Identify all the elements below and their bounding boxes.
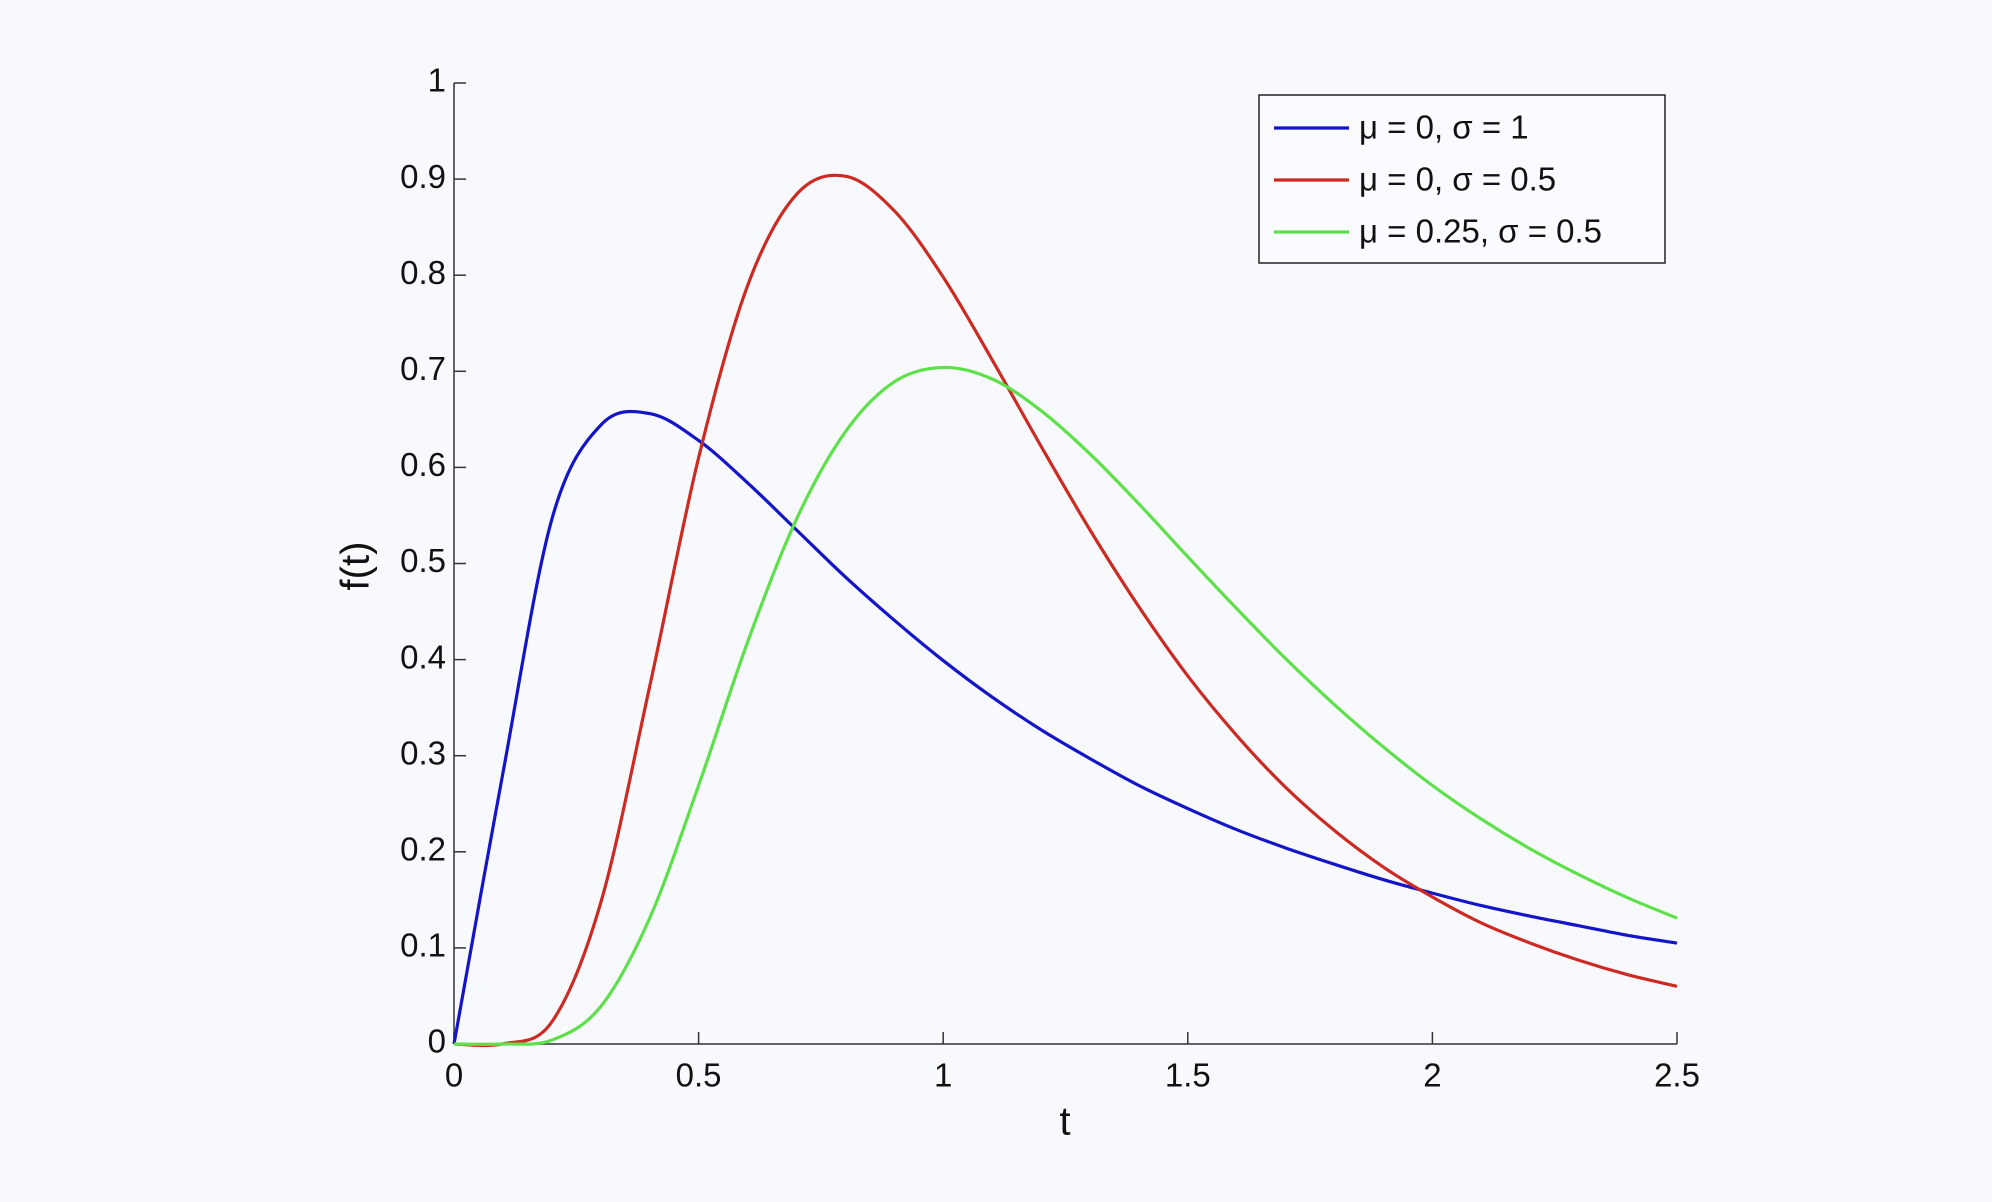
- y-tick-label: 0.8: [400, 254, 446, 291]
- legend-label: μ = 0, σ = 0.5: [1359, 161, 1556, 198]
- y-axis-label: f(t): [334, 542, 378, 591]
- x-axis-label: t: [1059, 1100, 1070, 1144]
- y-tick-label: 0.9: [400, 158, 446, 195]
- series-line: [453, 173, 1678, 1048]
- y-tick-label: 0.5: [400, 542, 446, 579]
- y-tick-label: 0.2: [400, 831, 446, 868]
- x-tick-label: 1.5: [1165, 1057, 1211, 1094]
- x-tick-label: 2: [1423, 1057, 1441, 1094]
- y-tick-label: 0.3: [400, 734, 446, 771]
- y-tick-label: 0.1: [400, 927, 446, 964]
- y-tick-label: 0: [428, 1023, 446, 1060]
- legend-label: μ = 0, σ = 1: [1359, 109, 1529, 146]
- y-tick-label: 0.6: [400, 446, 446, 483]
- y-tick-label: 0.7: [400, 350, 446, 387]
- y-tick-label: 1: [428, 62, 446, 99]
- y-tick-label: 0.4: [400, 638, 446, 675]
- x-tick-label: 0.5: [676, 1057, 722, 1094]
- legend-label: μ = 0.25, σ = 0.5: [1359, 213, 1602, 250]
- x-tick-label: 0: [445, 1057, 463, 1094]
- x-tick-label: 1: [934, 1057, 952, 1094]
- series-line: [452, 409, 1678, 1045]
- series-line: [453, 365, 1678, 1046]
- x-tick-label: 2.5: [1654, 1057, 1700, 1094]
